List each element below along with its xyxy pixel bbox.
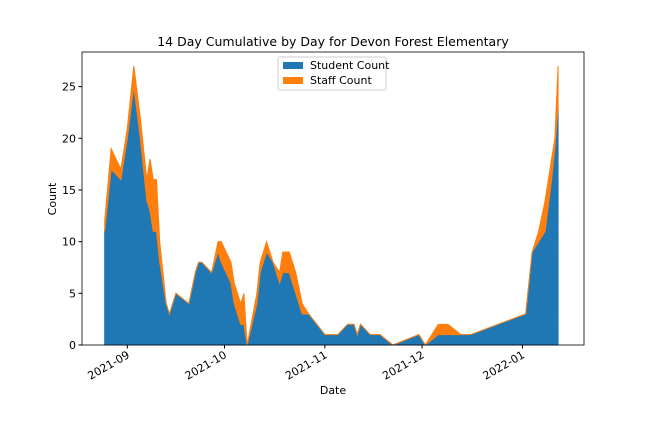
y-tick-label: 15	[62, 184, 76, 197]
chart-title: 14 Day Cumulative by Day for Devon Fores…	[157, 34, 509, 49]
plot-frame	[81, 51, 585, 346]
legend: Student Count Staff Count	[277, 56, 390, 91]
legend-frame	[277, 56, 387, 91]
y-tick-label: 20	[62, 132, 76, 145]
y-tick-label: 0	[69, 339, 76, 352]
x-tick-label: 2021-10	[183, 348, 229, 382]
legend-label: Staff Count	[310, 74, 372, 87]
x-tick-label: 2021-09	[86, 348, 132, 382]
x-tick-label: 2022-01	[481, 348, 527, 382]
x-tick-label: 2021-11	[283, 348, 329, 382]
area	[104, 65, 559, 346]
y-tick-label: 25	[62, 81, 76, 94]
legend-swatch	[283, 77, 303, 84]
y-tick-label: 5	[69, 287, 76, 300]
x-axis-label: Date	[320, 384, 347, 397]
area	[104, 86, 559, 346]
y-tick-label: 10	[62, 236, 76, 249]
legend-swatch	[283, 62, 303, 69]
x-tick-label: 2021-12	[380, 348, 426, 382]
legend-label: Student Count	[310, 59, 390, 72]
y-axis-label: Count	[46, 182, 59, 215]
